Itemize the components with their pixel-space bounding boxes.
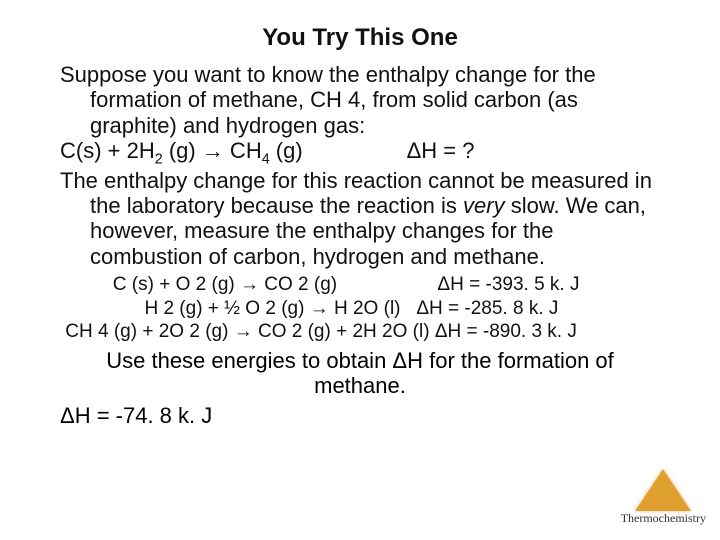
footer-label: Thermochemistry — [621, 511, 706, 526]
explanation-paragraph: The enthalpy change for this reaction ca… — [60, 168, 660, 269]
eq-dh: ΔH = ? — [407, 138, 475, 163]
equation-2: H 2 (g) + ½ O 2 (g) → H 2O (l) ΔH = -285… — [60, 297, 660, 321]
equation-1: C (s) + O 2 (g) → CO 2 (g) ΔH = -393. 5 … — [60, 273, 660, 297]
combustion-equations: C (s) + O 2 (g) → CO 2 (g) ΔH = -393. 5 … — [60, 273, 660, 344]
equation-3: CH 4 (g) + 2O 2 (g) → CO 2 (g) + 2H 2O (… — [60, 320, 660, 344]
eq-lhs: C(s) + 2H — [60, 138, 155, 163]
very-text: very — [463, 193, 505, 218]
instruction-text: Use these energies to obtain ΔH for the … — [60, 348, 660, 399]
intro-paragraph: Suppose you want to know the enthalpy ch… — [60, 62, 660, 138]
triangle-icon — [635, 469, 691, 511]
sub-2: 2 — [155, 151, 163, 167]
body-text: Suppose you want to know the enthalpy ch… — [60, 62, 660, 269]
slide-content: You Try This One Suppose you want to kno… — [0, 0, 720, 429]
answer-text: ΔH = -74. 8 k. J — [60, 403, 660, 429]
eq-rhs: (g) — [270, 138, 303, 163]
eq-spacer — [303, 138, 407, 163]
slide-title: You Try This One — [60, 24, 660, 52]
target-equation: C(s) + 2H2 (g) → CH4 (g) ΔH = ? — [60, 138, 660, 168]
footer-logo: Thermochemistry — [621, 469, 706, 526]
sub-4: 4 — [262, 151, 270, 167]
eq-mid: (g) → CH — [163, 138, 262, 163]
